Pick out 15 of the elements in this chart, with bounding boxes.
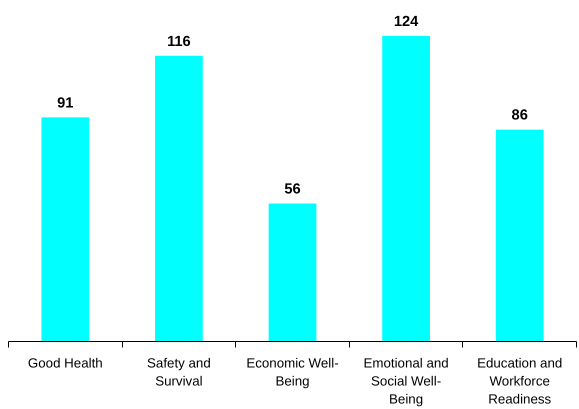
data-label: 124 [394, 14, 420, 30]
data-label: 56 [284, 182, 301, 198]
bar [496, 130, 544, 342]
bar [155, 56, 203, 342]
x-tick-label: Economic Well-Being [246, 356, 339, 388]
x-tick-label: Safety and Survival [147, 356, 211, 388]
bar [382, 36, 430, 342]
data-label: 91 [57, 95, 74, 112]
x-tick-label: Good Health [28, 356, 103, 370]
data-label: 116 [167, 34, 191, 50]
x-tick-label: Emotional and Social Well-Being [363, 356, 449, 406]
bar [268, 204, 316, 342]
bar [41, 117, 90, 342]
x-tick-label: Education and Workforce Readiness [477, 356, 562, 406]
data-label: 86 [512, 108, 528, 124]
